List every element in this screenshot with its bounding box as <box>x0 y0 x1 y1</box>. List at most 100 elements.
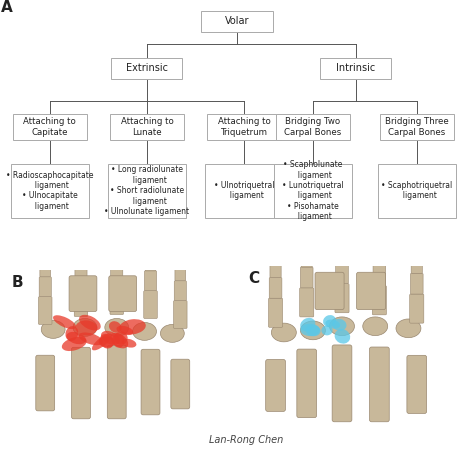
Ellipse shape <box>110 333 128 349</box>
FancyBboxPatch shape <box>76 253 86 269</box>
FancyBboxPatch shape <box>410 273 423 294</box>
Text: B: B <box>11 275 23 290</box>
FancyBboxPatch shape <box>141 349 160 415</box>
FancyBboxPatch shape <box>407 355 427 414</box>
FancyBboxPatch shape <box>356 272 386 309</box>
Ellipse shape <box>66 332 86 344</box>
Ellipse shape <box>99 337 115 348</box>
FancyBboxPatch shape <box>410 294 424 323</box>
FancyBboxPatch shape <box>111 57 182 79</box>
FancyBboxPatch shape <box>373 265 386 286</box>
FancyBboxPatch shape <box>268 298 283 327</box>
Text: • Ulnotriquetral
  ligament: • Ulnotriquetral ligament <box>214 181 274 201</box>
FancyBboxPatch shape <box>107 345 126 419</box>
Text: A: A <box>1 0 13 15</box>
FancyBboxPatch shape <box>378 164 456 218</box>
Ellipse shape <box>306 325 320 336</box>
FancyBboxPatch shape <box>274 164 352 218</box>
Text: Attaching to
Lunate: Attaching to Lunate <box>120 117 173 137</box>
Ellipse shape <box>300 318 315 332</box>
FancyBboxPatch shape <box>315 272 344 309</box>
FancyBboxPatch shape <box>300 288 314 317</box>
FancyBboxPatch shape <box>174 281 186 300</box>
FancyBboxPatch shape <box>370 347 389 422</box>
Text: • Scaphotriquetral
  ligament: • Scaphotriquetral ligament <box>382 181 453 201</box>
Text: Bridging Three
Carpal Bones: Bridging Three Carpal Bones <box>385 117 449 137</box>
Text: Lan-Rong Chen: Lan-Rong Chen <box>210 435 283 445</box>
Ellipse shape <box>329 317 355 336</box>
Text: • Radioscaphocapitate
  ligament
• Ulnocapitate
  ligament: • Radioscaphocapitate ligament • Ulnocap… <box>6 171 93 211</box>
Ellipse shape <box>75 320 97 335</box>
Ellipse shape <box>41 320 65 338</box>
Ellipse shape <box>73 318 97 336</box>
FancyBboxPatch shape <box>374 248 385 265</box>
FancyBboxPatch shape <box>69 276 97 311</box>
FancyBboxPatch shape <box>336 263 348 284</box>
FancyBboxPatch shape <box>11 164 89 218</box>
FancyBboxPatch shape <box>173 300 187 328</box>
Text: Attaching to
Capitate: Attaching to Capitate <box>23 117 76 137</box>
Ellipse shape <box>335 329 350 344</box>
Ellipse shape <box>92 333 112 350</box>
Text: Extrinsic: Extrinsic <box>126 63 168 73</box>
Text: Intrinsic: Intrinsic <box>336 63 375 73</box>
Ellipse shape <box>79 315 101 331</box>
Ellipse shape <box>301 324 320 336</box>
Ellipse shape <box>122 339 137 348</box>
FancyBboxPatch shape <box>109 276 137 311</box>
Ellipse shape <box>119 319 146 334</box>
Ellipse shape <box>65 326 78 341</box>
Ellipse shape <box>332 319 346 331</box>
Ellipse shape <box>117 326 133 335</box>
Ellipse shape <box>363 317 388 336</box>
FancyBboxPatch shape <box>72 347 91 419</box>
FancyBboxPatch shape <box>208 114 281 140</box>
FancyBboxPatch shape <box>270 261 281 277</box>
FancyBboxPatch shape <box>171 359 190 409</box>
FancyBboxPatch shape <box>38 297 52 325</box>
FancyBboxPatch shape <box>337 246 347 263</box>
Ellipse shape <box>105 318 128 336</box>
FancyBboxPatch shape <box>297 349 317 418</box>
FancyBboxPatch shape <box>40 261 51 277</box>
FancyBboxPatch shape <box>372 286 386 315</box>
FancyBboxPatch shape <box>110 114 184 140</box>
FancyBboxPatch shape <box>320 57 391 79</box>
FancyBboxPatch shape <box>332 345 352 422</box>
Ellipse shape <box>62 337 87 351</box>
FancyBboxPatch shape <box>108 164 186 218</box>
FancyBboxPatch shape <box>74 289 88 317</box>
FancyBboxPatch shape <box>411 257 422 273</box>
FancyBboxPatch shape <box>269 277 282 298</box>
Ellipse shape <box>160 325 184 342</box>
Ellipse shape <box>396 319 421 338</box>
Ellipse shape <box>272 323 296 342</box>
FancyBboxPatch shape <box>301 251 312 267</box>
FancyBboxPatch shape <box>110 287 124 315</box>
Ellipse shape <box>100 334 113 349</box>
FancyBboxPatch shape <box>145 255 156 271</box>
Text: Volar: Volar <box>225 16 249 26</box>
Ellipse shape <box>53 315 76 329</box>
FancyBboxPatch shape <box>111 251 122 267</box>
FancyBboxPatch shape <box>335 284 349 313</box>
Ellipse shape <box>301 321 325 340</box>
FancyBboxPatch shape <box>201 10 273 32</box>
FancyBboxPatch shape <box>13 114 87 140</box>
FancyBboxPatch shape <box>301 267 313 288</box>
Ellipse shape <box>133 323 156 341</box>
FancyBboxPatch shape <box>205 164 283 218</box>
FancyBboxPatch shape <box>36 355 55 411</box>
Ellipse shape <box>109 321 121 333</box>
Text: • Long radiolunate
  ligament
• Short radiolunate
  ligament
• Ulnolunate ligame: • Long radiolunate ligament • Short radi… <box>104 165 190 216</box>
Ellipse shape <box>79 333 103 345</box>
FancyBboxPatch shape <box>39 277 51 297</box>
Text: Attaching to
Triquetrum: Attaching to Triquetrum <box>218 117 271 137</box>
FancyBboxPatch shape <box>380 114 454 140</box>
FancyBboxPatch shape <box>266 359 285 411</box>
Text: • Scapholunate
  ligament
• Lunotriquetral
  ligament
• Pisohamate
  ligament: • Scapholunate ligament • Lunotriquetral… <box>282 160 344 221</box>
Ellipse shape <box>114 332 128 345</box>
FancyBboxPatch shape <box>145 271 156 291</box>
FancyBboxPatch shape <box>75 269 87 289</box>
FancyBboxPatch shape <box>111 267 123 287</box>
